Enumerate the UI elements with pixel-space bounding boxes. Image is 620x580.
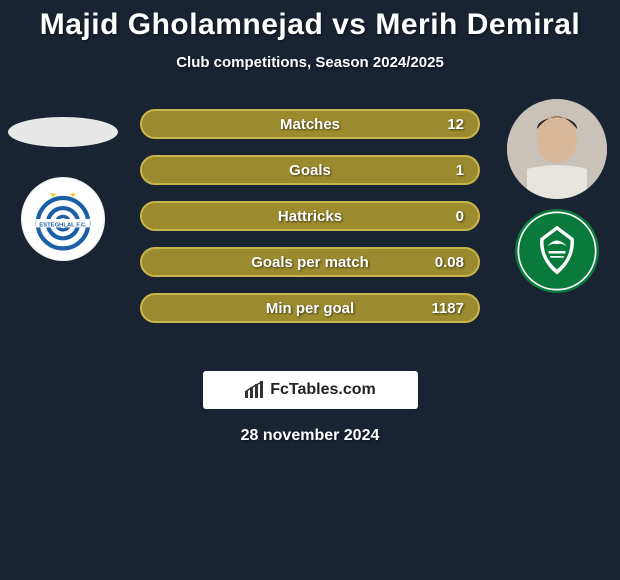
competition-label: Club competitions,: [176, 54, 311, 71]
stat-row: Goals 1: [140, 155, 480, 185]
comparison-card: { "header": { "player1": "Majid Gholamne…: [0, 0, 620, 580]
esteghlal-badge-icon: ESTEGHLAL F.C.: [21, 177, 105, 261]
stat-label: Min per goal: [266, 300, 354, 317]
subtitle: Club competitions, Season 2024/2025: [0, 54, 620, 71]
svg-text:ESTEGHLAL F.C.: ESTEGHLAL F.C.: [39, 223, 87, 229]
stat-value-right: 1187: [431, 300, 464, 317]
comparison-body: ESTEGHLAL F.C.: [0, 99, 620, 359]
player1-name: Majid Gholamnejad: [40, 8, 324, 41]
stats-table: Matches 12 Goals 1 Hattricks 0 Goals per match…: [140, 109, 480, 339]
stat-row: Hattricks 0: [140, 201, 480, 231]
stat-value-right: 0: [456, 208, 464, 225]
person-placeholder-icon: [507, 99, 607, 199]
stat-value-right: 12: [447, 116, 464, 133]
branding-badge: FcTables.com: [203, 371, 418, 409]
stat-row: Goals per match 0.08: [140, 247, 480, 277]
player1-avatar: [8, 117, 118, 147]
stat-label: Hattricks: [278, 208, 342, 225]
stat-value-right: 1: [456, 162, 464, 179]
stat-label: Matches: [280, 116, 340, 133]
season-label: Season 2024/2025: [315, 54, 443, 71]
stat-label: Goals: [289, 162, 331, 179]
comparison-title: Majid Gholamnejad vs Merih Demiral: [0, 0, 620, 42]
stat-label: Goals per match: [251, 254, 369, 271]
bar-chart-icon: [244, 381, 264, 399]
player2-avatar: [507, 99, 607, 199]
snapshot-date: 28 november 2024: [0, 427, 620, 445]
vs-separator: vs: [332, 8, 366, 41]
stat-row: Matches 12: [140, 109, 480, 139]
stat-value-right: 0.08: [435, 254, 464, 271]
stat-row: Min per goal 1187: [140, 293, 480, 323]
player1-club-badge: ESTEGHLAL F.C.: [21, 177, 105, 261]
branding-text: FcTables.com: [270, 381, 376, 399]
player2-name: Merih Demiral: [375, 8, 580, 41]
player2-column: [502, 99, 612, 293]
player1-column: ESTEGHLAL F.C.: [8, 99, 118, 261]
alahli-badge-icon: [515, 209, 599, 293]
player2-club-badge: [515, 209, 599, 293]
